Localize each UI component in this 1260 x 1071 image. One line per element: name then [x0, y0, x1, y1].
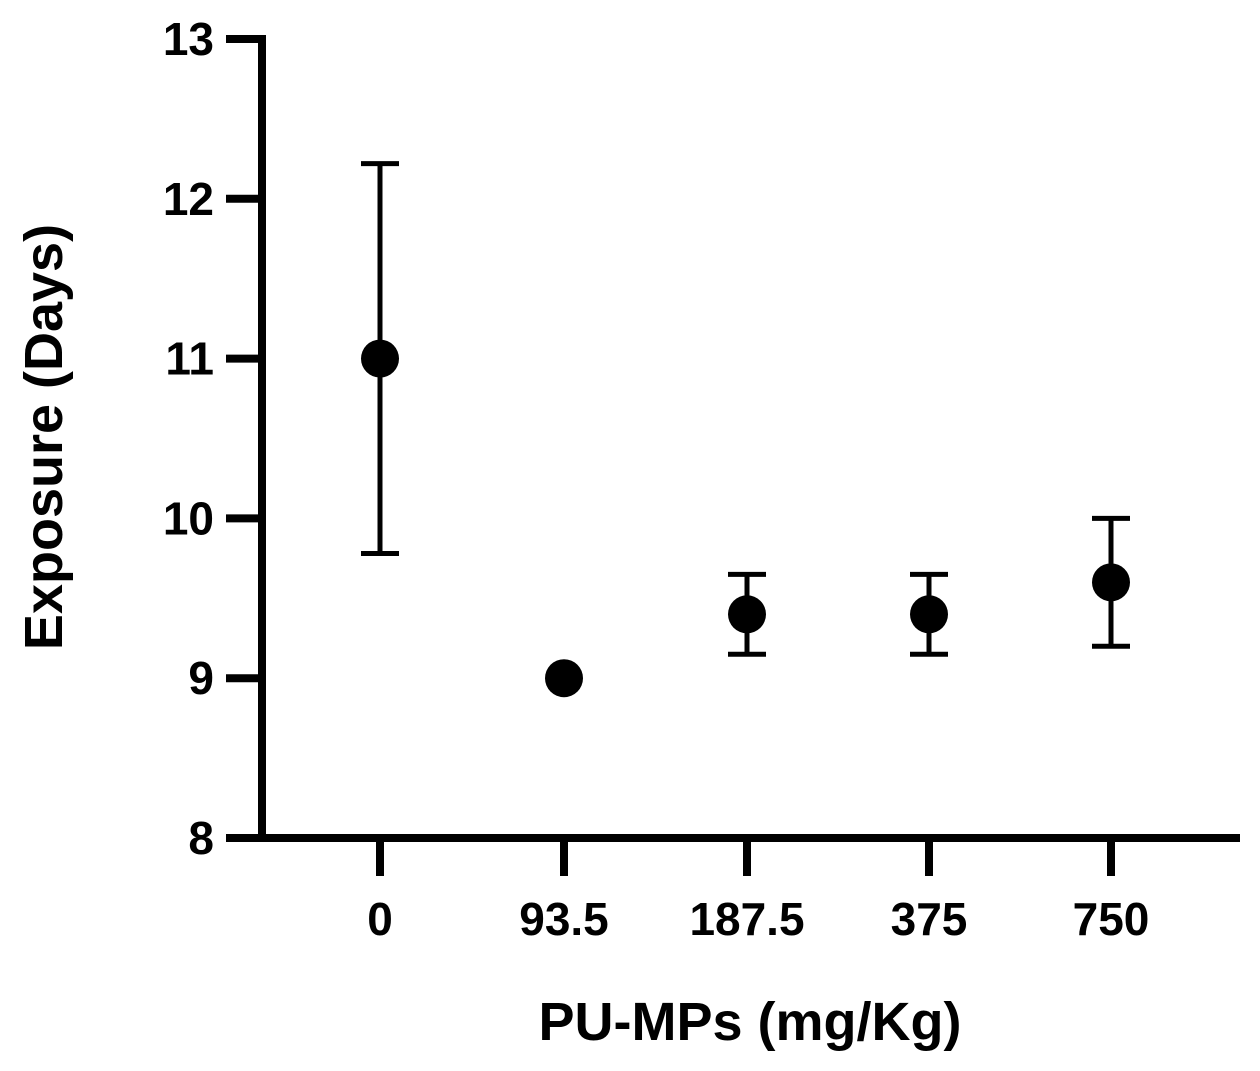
y-tick-label: 10 [163, 492, 214, 544]
x-tick-label: 750 [1073, 893, 1150, 945]
data-points [361, 339, 1130, 698]
y-axis-ticks: 8 9 10 11 12 13 [163, 13, 262, 864]
x-tick-label: 187.5 [689, 893, 804, 945]
y-tick-label: 13 [163, 13, 214, 65]
data-point [361, 339, 399, 378]
x-axis-title: PU-MPs (mg/Kg) [539, 992, 962, 1052]
x-tick-label: 93.5 [519, 893, 609, 945]
error-bars [361, 161, 1130, 657]
x-tick-label: 0 [367, 893, 393, 945]
y-tick-label: 8 [188, 812, 214, 864]
y-tick-label: 9 [188, 652, 214, 704]
y-tick-label: 11 [165, 333, 214, 385]
y-axis-title: Exposure (Days) [14, 224, 74, 650]
x-axis-ticks: 0 93.5 187.5 375 750 [367, 838, 1149, 945]
data-point [910, 595, 948, 634]
data-point [545, 659, 583, 698]
data-point [1092, 563, 1130, 602]
y-tick-label: 12 [163, 173, 214, 225]
data-point [728, 595, 766, 634]
x-tick-label: 375 [891, 893, 968, 945]
